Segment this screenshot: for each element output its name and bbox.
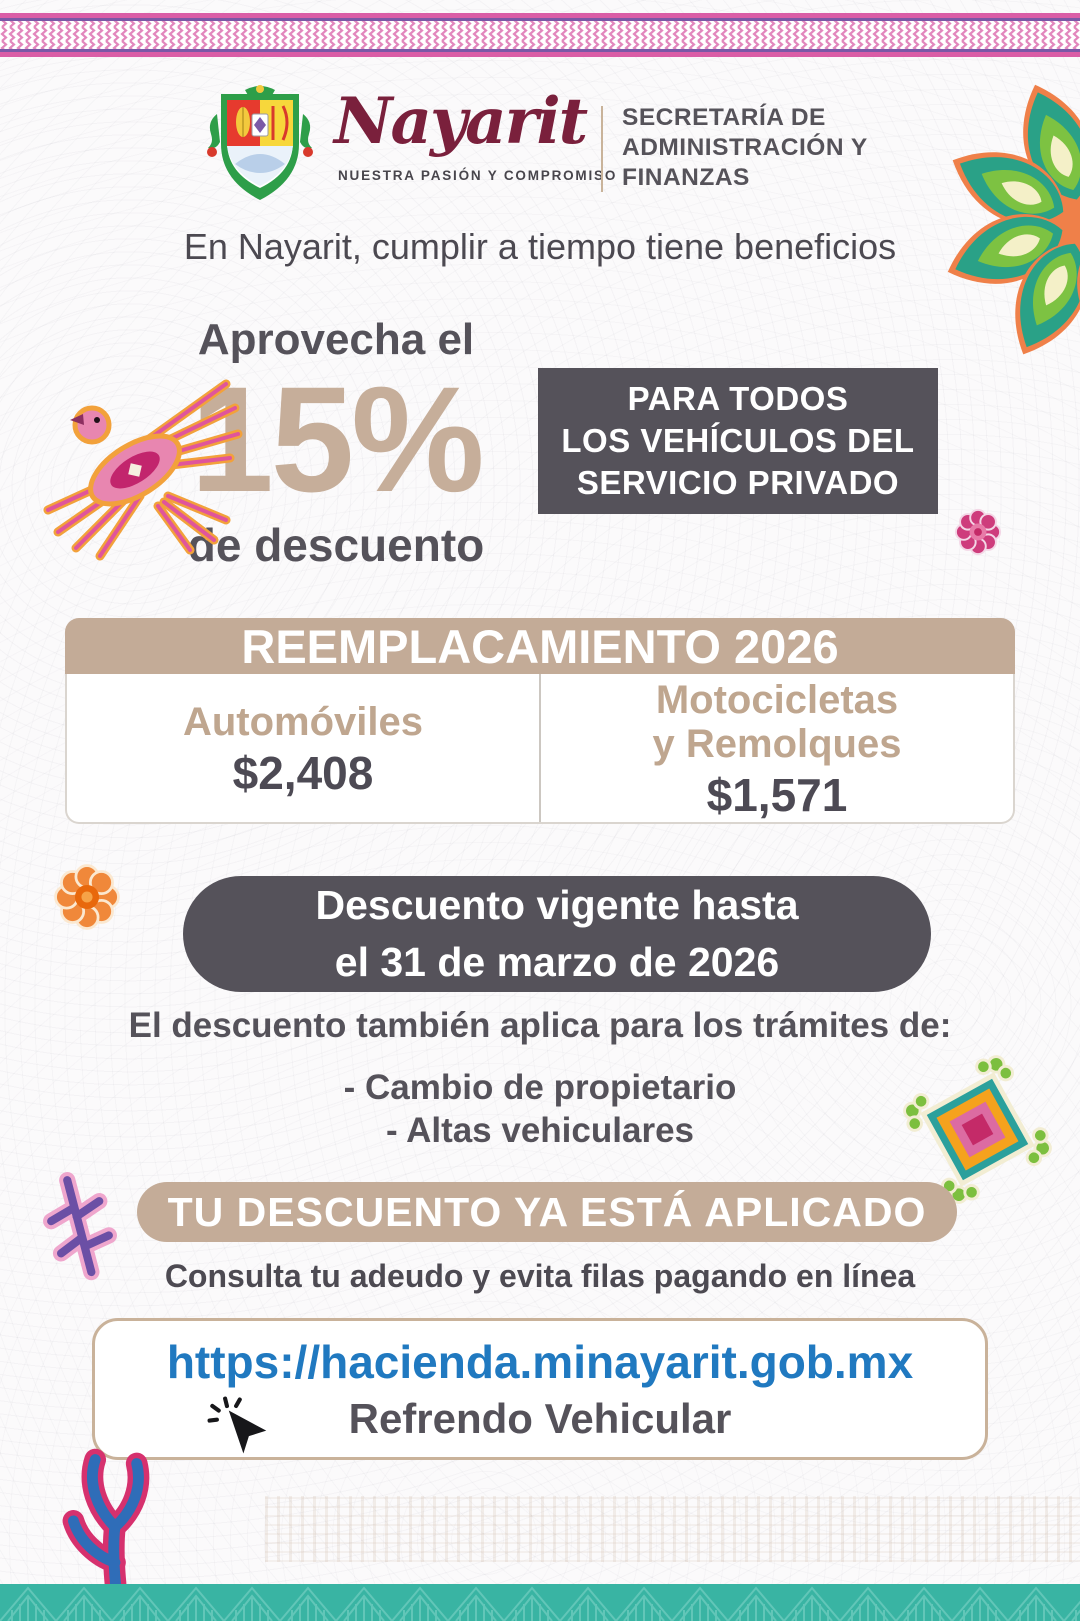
- pricing-column-autos: Automóviles $2,408: [67, 674, 539, 822]
- secretariat-line: FINANZAS: [622, 163, 750, 191]
- portal-card: https://hacienda.minayarit.gob.mx Refren…: [92, 1318, 988, 1460]
- promo-lead: Aprovecha el: [197, 315, 475, 364]
- pricing-card: REEMPLACAMIENTO 2026 Automóviles $2,408 …: [65, 618, 1015, 824]
- scope-line: PARA TODOS: [627, 380, 849, 418]
- also-applies-heading: El descuento también aplica para los trá…: [128, 1006, 952, 1045]
- also-applies-list: - Cambio de propietario - Altas vehicula…: [0, 1066, 1080, 1153]
- pricing-label: Automóviles: [182, 700, 424, 744]
- validity-line: Descuento vigente hasta: [315, 882, 799, 929]
- pricing-price: $1,571: [706, 769, 848, 821]
- gods-eye-icon: [903, 1055, 1052, 1204]
- secretariat-line: ADMINISTRACIÓN Y: [622, 133, 868, 161]
- discount-promo: Aprovecha el 15% de descuento: [150, 315, 522, 571]
- brand-wordmark: Nayarit: [334, 84, 588, 159]
- small-pink-flower-icon: [954, 508, 1002, 556]
- validity-line: el 31 de marzo de 2026: [334, 939, 780, 985]
- pricing-label: Motocicletas: [655, 678, 899, 722]
- portal-link[interactable]: https://hacienda.minayarit.gob.mx: [166, 1336, 914, 1388]
- pricing-price: $2,408: [232, 747, 374, 799]
- promo-percent: 15%: [190, 355, 484, 523]
- scope-line: SERVICIO PRIVADO: [576, 463, 900, 501]
- secretariat-title: SECRETARÍA DE ADMINISTRACIÓN Y FINANZAS: [622, 103, 868, 193]
- applied-banner: TU DESCUENTO YA ESTÁ APLICADO: [137, 1182, 957, 1242]
- pricing-label: y Remolques: [652, 722, 902, 766]
- nayarit-coat-of-arms-icon: [207, 85, 313, 200]
- brand-tagline: NUESTRA PASIÓN Y COMPROMISO: [338, 168, 618, 183]
- header-divider: [601, 106, 603, 192]
- top-ribbon-border: [0, 13, 1080, 57]
- secretariat-line: SECRETARÍA DE: [622, 104, 826, 131]
- scope-line: LOS VEHÍCULOS DEL: [561, 422, 915, 460]
- also-applies-item: - Altas vehiculares: [385, 1111, 694, 1151]
- bottom-teal-border: [0, 1584, 1080, 1621]
- pricing-title-bar: REEMPLACAMIENTO 2026: [65, 618, 1015, 674]
- orange-flower-icon: [54, 864, 120, 930]
- validity-banner: Descuento vigente hasta el 31 de marzo d…: [183, 876, 931, 992]
- scope-banner: PARA TODOS LOS VEHÍCULOS DEL SERVICIO PR…: [538, 368, 938, 514]
- also-applies-item: - Cambio de propietario: [343, 1068, 737, 1107]
- cta-note: Consulta tu adeudo y evita filas pagando…: [164, 1258, 916, 1294]
- green-flower-icon: [947, 84, 1080, 360]
- click-cursor-icon: [207, 1396, 267, 1454]
- portal-link-label: Refrendo Vehicular: [348, 1395, 732, 1442]
- campaign-slogan: En Nayarit, cumplir a tiempo tiene benef…: [183, 226, 897, 267]
- pricing-panel: Automóviles $2,408 Motocicletas y Remolq…: [65, 674, 1015, 824]
- purple-branch-icon: [43, 1172, 117, 1281]
- promo-sublead: de descuento: [187, 519, 485, 571]
- pink-bird-icon: [43, 379, 243, 561]
- pricing-column-motos: Motocicletas y Remolques $1,571: [541, 674, 1013, 822]
- pricing-divider: [539, 674, 541, 822]
- coral-plant-icon: [62, 1448, 150, 1600]
- watermark-pattern: [265, 1496, 1080, 1562]
